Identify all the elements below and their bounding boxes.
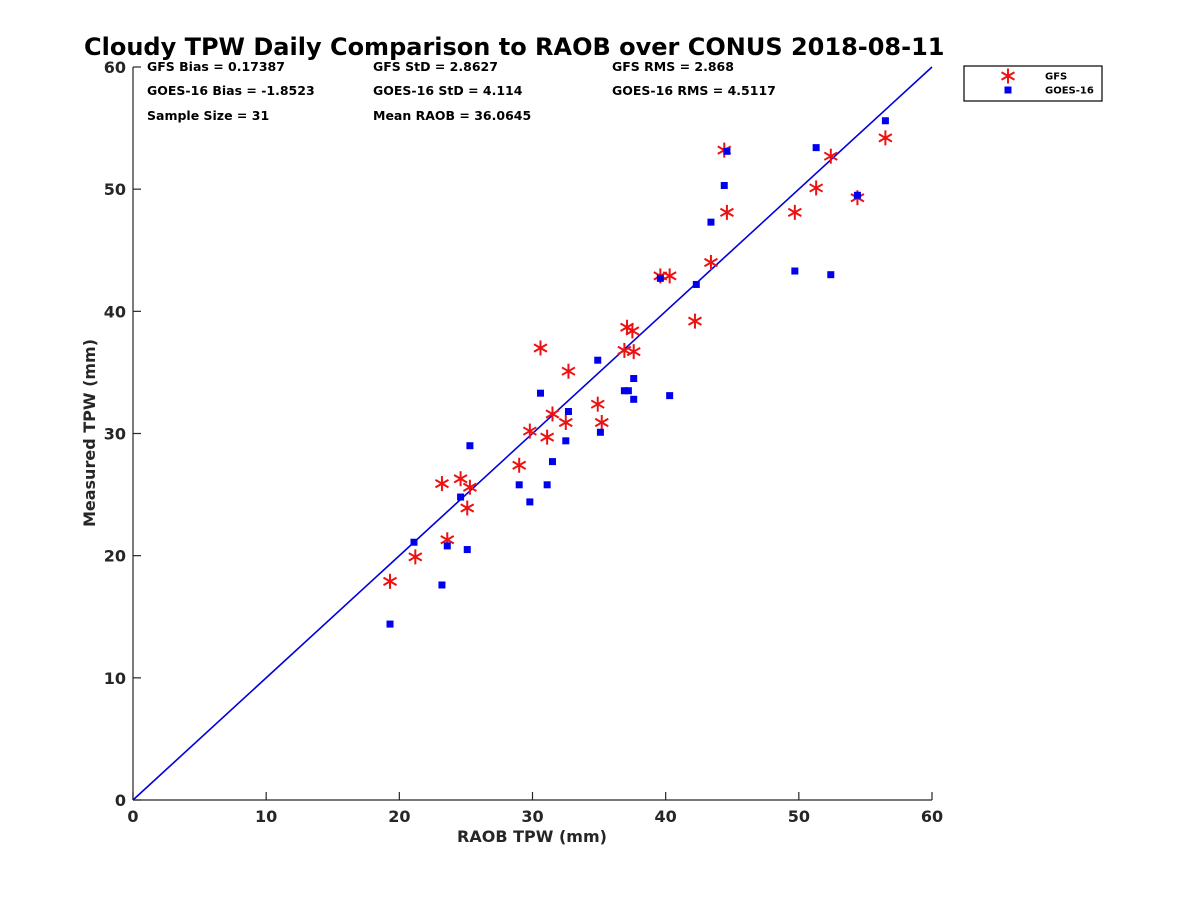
y-tick-label: 10 [104,669,126,688]
gfs-point [719,204,734,220]
goes-16-point [515,481,523,489]
goes-16-point [620,387,628,395]
stat-text: GOES-16 StD = 4.114 [373,83,523,98]
x-tick-label: 60 [921,807,943,826]
goes-16-point [656,274,664,282]
gfs-point [462,479,477,495]
gfs-point [878,130,893,146]
x-tick-label: 50 [788,807,810,826]
goes-16-point [827,271,835,279]
goes-16-point [386,620,394,628]
legend-label-goes-16: GOES-16 [1045,86,1094,97]
goes-16-point [853,191,861,199]
goes-16-point [543,481,551,489]
y-tick-label: 20 [104,547,126,566]
stat-text: GOES-16 Bias = -1.8523 [147,83,315,98]
goes-16-point [723,147,731,155]
gfs-point [512,457,527,473]
gfs-point [625,323,640,339]
gfs-point [383,573,398,589]
stat-text: Mean RAOB = 36.0645 [373,108,531,123]
x-axis-label: RAOB TPW (mm) [457,827,607,846]
goes-16-point [594,356,602,364]
gfs-point [590,396,605,412]
x-tick-label: 0 [127,807,138,826]
legend-label-gfs: GFS [1045,72,1067,83]
goes-16-point [692,280,700,288]
goes-16-point [791,267,799,275]
chart-title: Cloudy TPW Daily Comparison to RAOB over… [84,33,944,61]
gfs-point [687,313,702,329]
goes-16-point [630,395,638,403]
gfs-point [703,254,718,270]
x-tick-label: 10 [255,807,277,826]
legend-box [963,65,1103,102]
goes-16-point [562,437,570,445]
gfs-point [626,344,641,360]
stats-block: GFS Bias = 0.17387 GFS StD = 2.8627 GFS RM… [147,59,776,123]
goes-16-point [466,442,474,450]
gfs-point [460,500,475,516]
gfs-point [545,406,560,422]
gfs-point [809,180,824,196]
gfs-point [540,429,555,445]
goes-16-point [564,408,572,416]
legend-marker-goes-16 [1004,86,1012,94]
gfs-point [533,340,548,356]
goes-16-point [707,218,715,226]
gfs-point [594,415,609,431]
x-tick-label: 20 [388,807,410,826]
gfs-point [662,268,677,284]
stat-text: GOES-16 RMS = 4.5117 [612,83,776,98]
y-tick-label: 50 [104,180,126,199]
goes-16-point [548,458,556,466]
goes-16-point [536,389,544,397]
goes-16-point [812,144,820,152]
gfs-point [787,204,802,220]
goes-16-point [596,428,604,436]
gfs-point [522,423,537,439]
y-tick-label: 60 [104,58,126,77]
data-points [383,117,893,628]
series-gfs [383,130,893,589]
y-tick-label: 30 [104,425,126,444]
stat-text: GFS Bias = 0.17387 [147,59,285,74]
goes-16-point [463,546,471,554]
plot-axes: 0 10 20 30 40 50 60 0 10 20 30 40 50 60 [104,58,943,826]
legend: GFS GOES-16 [963,65,1103,102]
goes-16-point [630,375,638,383]
goes-16-point [666,392,674,400]
gfs-point [434,476,449,492]
stat-text: GFS RMS = 2.868 [612,59,734,74]
goes-16-point [720,182,728,190]
gfs-point [408,549,423,565]
series-goes-16 [386,117,889,628]
y-tick-label: 0 [115,791,126,810]
goes-16-point [438,581,446,589]
y-tick-label: 40 [104,302,126,321]
y-axis-label: Measured TPW (mm) [80,339,99,527]
gfs-point [558,415,573,431]
goes-16-point [457,493,465,501]
goes-16-point [624,387,632,395]
stat-text: Sample Size = 31 [147,108,269,123]
gfs-point [561,363,576,379]
legend-marker-gfs [1001,68,1015,84]
x-tick-label: 40 [655,807,677,826]
x-tick-label: 30 [521,807,543,826]
gfs-point [453,471,468,487]
goes-16-point [881,117,889,125]
goes-16-point [526,498,534,506]
stat-text: GFS StD = 2.8627 [373,59,498,74]
gfs-point [823,148,838,164]
goes-16-point [410,538,418,546]
goes-16-point [443,542,451,550]
